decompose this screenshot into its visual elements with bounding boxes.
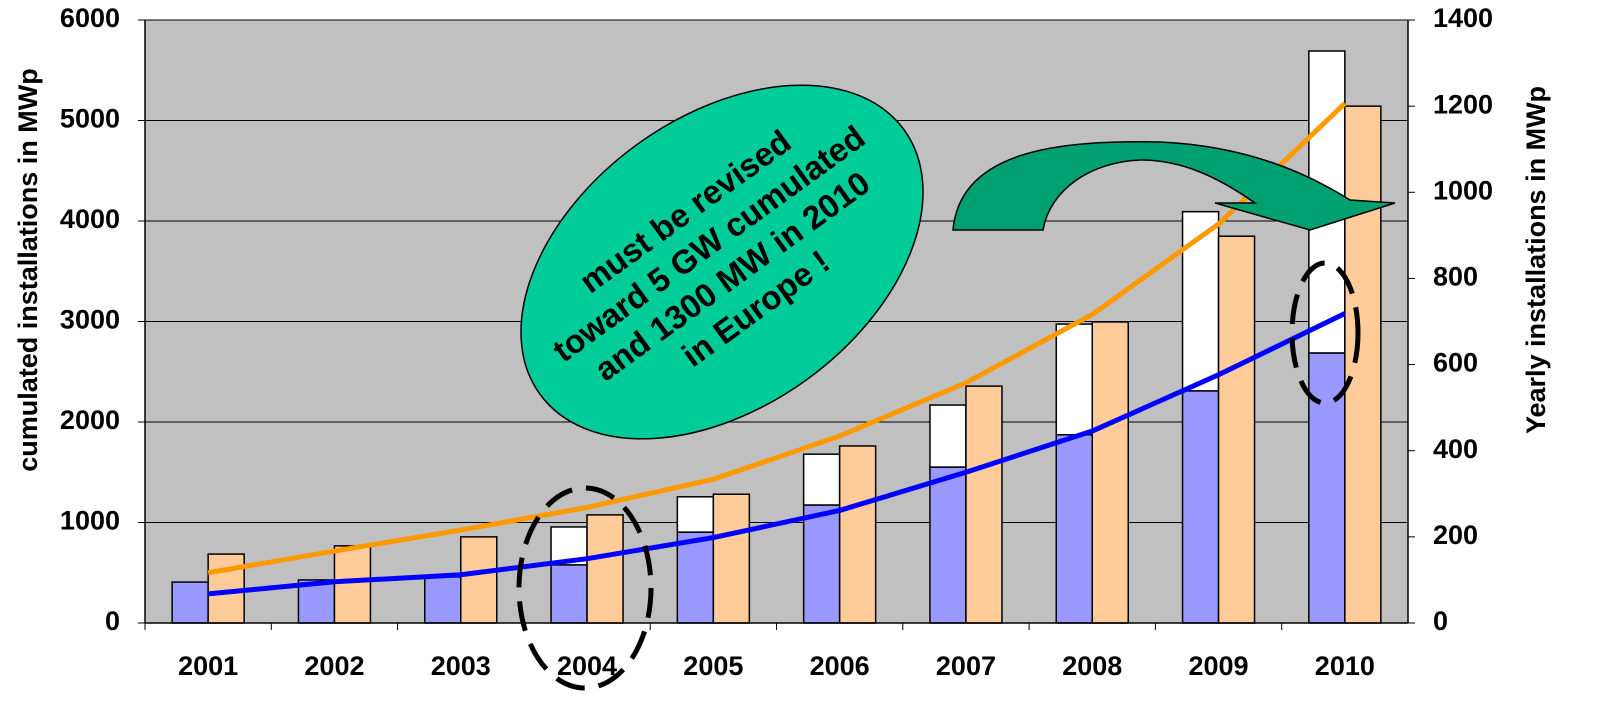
y2-tick-label: 1200 xyxy=(1433,89,1493,119)
y2-tick-label: 800 xyxy=(1433,262,1478,292)
y2-tick-label: 400 xyxy=(1433,434,1478,464)
y2-tick-label: 0 xyxy=(1433,606,1448,636)
bar xyxy=(1217,235,1256,624)
bar xyxy=(424,576,462,624)
bar xyxy=(929,404,967,468)
bar xyxy=(333,545,372,624)
x-tick-label: 2006 xyxy=(810,651,870,681)
highlight-ellipse xyxy=(1289,260,1361,406)
bar xyxy=(1091,321,1129,624)
y-tick-label: 5000 xyxy=(60,104,120,134)
bar xyxy=(676,496,715,533)
y2-tick-label: 1400 xyxy=(1433,3,1493,33)
y-tick-label: 1000 xyxy=(60,506,120,536)
x-tick-label: 2010 xyxy=(1315,651,1375,681)
y2-axis-title: Yearly installations in MWp xyxy=(1521,86,1551,434)
x-tick-label: 2001 xyxy=(178,651,238,681)
bar xyxy=(838,445,877,624)
bar xyxy=(676,531,715,624)
line xyxy=(207,101,1347,576)
bar xyxy=(171,581,209,624)
bar xyxy=(965,385,1003,624)
bar xyxy=(1055,323,1093,436)
bar xyxy=(586,514,624,624)
bar xyxy=(460,536,498,624)
x-tick-label: 2009 xyxy=(1189,651,1249,681)
bar xyxy=(712,493,751,624)
x-tick-label: 2002 xyxy=(304,651,364,681)
bar xyxy=(802,504,841,624)
y-tick-label: 0 xyxy=(105,606,120,636)
y2-tick-label: 1000 xyxy=(1433,175,1493,205)
bar xyxy=(1055,434,1093,624)
y-tick-label: 4000 xyxy=(60,204,120,234)
arrow xyxy=(952,141,1396,231)
annotation-bubble xyxy=(520,84,924,440)
x-tick-label: 2007 xyxy=(936,651,996,681)
x-tick-label: 2008 xyxy=(1062,651,1122,681)
x-tick-label: 2005 xyxy=(683,651,743,681)
y-tick-label: 2000 xyxy=(60,405,120,435)
bar xyxy=(802,453,841,506)
bar xyxy=(929,466,967,624)
bar xyxy=(1181,390,1220,624)
x-tick-label: 2004 xyxy=(557,651,617,681)
y-axis-title: cumulated installations in MWp xyxy=(13,68,43,472)
x-tick-label: 2003 xyxy=(431,651,491,681)
bar xyxy=(550,564,588,624)
highlight-ellipse xyxy=(516,485,654,691)
bar xyxy=(1344,105,1382,624)
y2-tick-label: 200 xyxy=(1433,520,1478,550)
bar xyxy=(1181,210,1220,392)
y2-tick-label: 600 xyxy=(1433,348,1478,378)
line xyxy=(207,311,1346,597)
bar xyxy=(297,579,336,624)
y-tick-label: 6000 xyxy=(60,3,120,33)
y-tick-label: 3000 xyxy=(60,305,120,335)
